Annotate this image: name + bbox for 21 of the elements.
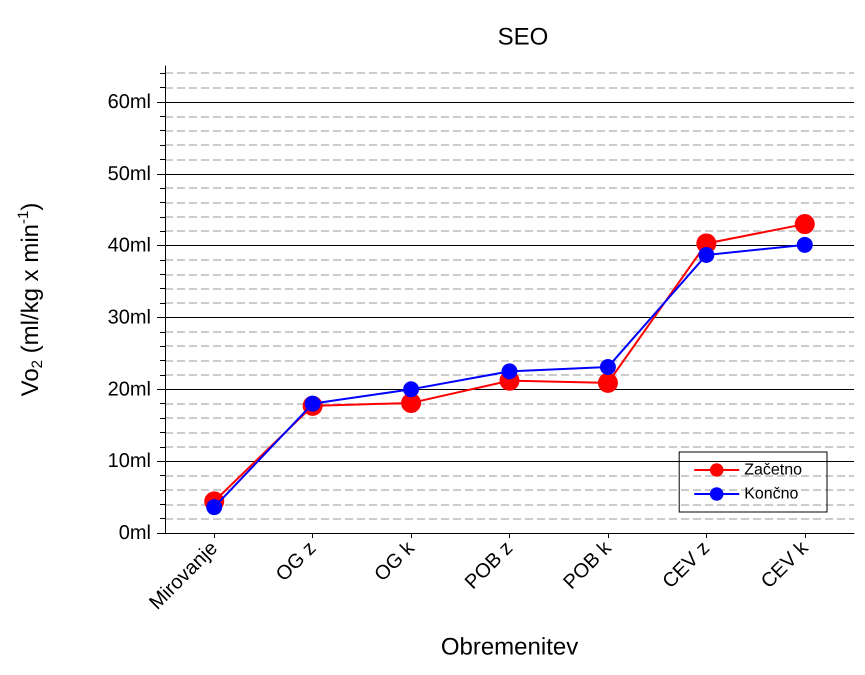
point — [502, 363, 518, 380]
point — [598, 372, 618, 393]
legend-label: Končno — [744, 486, 799, 502]
point — [698, 246, 714, 263]
point — [796, 236, 813, 253]
y-tick-label: 40ml — [108, 234, 151, 257]
y-tick-label: 0ml — [118, 522, 151, 544]
x-tick-label: OG z — [272, 537, 320, 586]
y-tick-label: 60ml — [108, 90, 151, 113]
point — [794, 214, 815, 234]
legend-label: Začetno — [744, 462, 802, 478]
x-tick-label: OG k — [370, 536, 420, 586]
chart-title: SEO — [498, 24, 548, 50]
y-tick-label: 30ml — [108, 306, 151, 328]
y-tick-label: 50ml — [108, 162, 151, 185]
y-tick-label: 10ml — [108, 450, 151, 472]
y-axis-title: Vo2 (ml/kg x min-1) — [15, 202, 46, 396]
point — [600, 359, 616, 376]
y-tick-label: 20ml — [108, 378, 151, 400]
x-axis-title: Obremenitev — [440, 634, 578, 660]
point — [403, 381, 420, 398]
